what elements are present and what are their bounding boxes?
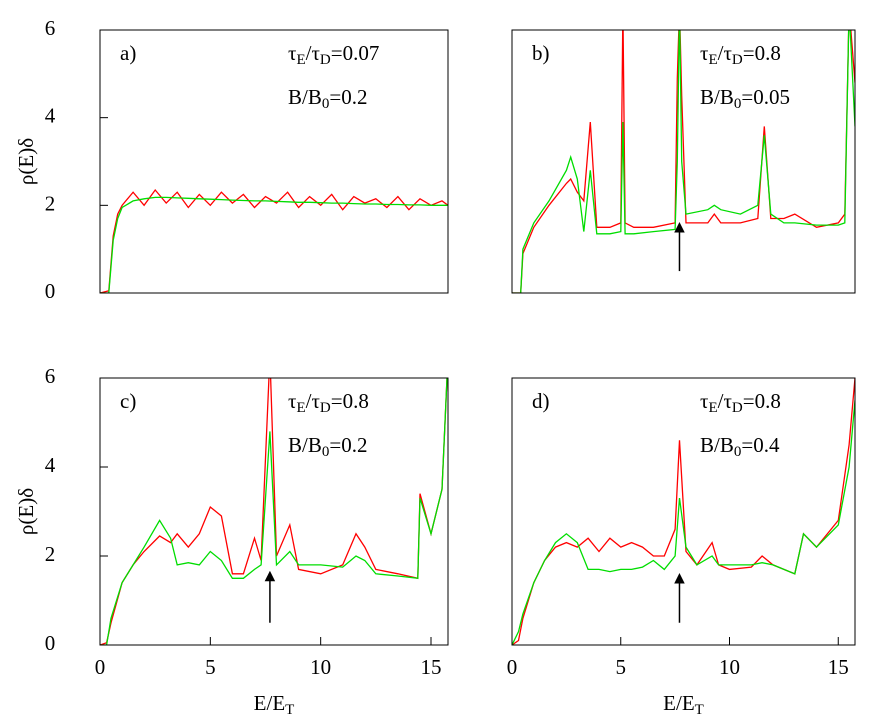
data-line xyxy=(100,188,448,293)
x-tick-label: 0 xyxy=(507,655,518,679)
plot-area xyxy=(512,378,855,645)
plot-area xyxy=(100,378,448,645)
annotation: τE/τD=0.8 xyxy=(700,41,781,69)
panel-label: b) xyxy=(532,41,550,65)
data-line xyxy=(512,30,855,293)
y-tick-label: 4 xyxy=(45,103,56,127)
annotation: B/B0=0.2 xyxy=(288,433,367,461)
x-tick-label: 15 xyxy=(421,655,442,679)
x-axis-label: E/ET xyxy=(254,691,295,719)
annotation: τE/τD=0.8 xyxy=(288,389,369,417)
y-axis-label: ρ(E)δ xyxy=(14,488,38,535)
plot-frame xyxy=(511,377,856,646)
annotation: B/B0=0.05 xyxy=(700,85,790,113)
plot-area xyxy=(100,188,448,293)
data-line xyxy=(100,378,448,645)
y-tick-label: 0 xyxy=(45,631,56,655)
panel-label: a) xyxy=(120,41,136,65)
panel-label: c) xyxy=(120,389,136,413)
plot-frame xyxy=(99,29,449,294)
annotation: τE/τD=0.07 xyxy=(288,41,379,69)
y-tick-label: 4 xyxy=(45,453,56,477)
y-tick-label: 2 xyxy=(45,542,56,566)
y-tick-label: 0 xyxy=(45,279,56,303)
annotation: τE/τD=0.8 xyxy=(700,389,781,417)
plot-frame xyxy=(511,29,856,294)
x-axis-label: E/ET xyxy=(663,691,704,719)
y-tick-label: 6 xyxy=(45,364,56,388)
x-tick-label: 15 xyxy=(828,655,849,679)
plot-area xyxy=(512,30,855,293)
x-tick-label: 10 xyxy=(310,655,331,679)
x-tick-label: 5 xyxy=(205,655,216,679)
plot-frame xyxy=(99,377,449,646)
data-line xyxy=(512,378,855,645)
y-tick-label: 2 xyxy=(45,191,56,215)
data-line xyxy=(512,30,855,293)
y-axis-label: ρ(E)δ xyxy=(14,138,38,185)
annotation: B/B0=0.4 xyxy=(700,433,780,461)
panel-label: d) xyxy=(532,389,550,413)
x-tick-label: 10 xyxy=(719,655,740,679)
data-line xyxy=(512,400,855,645)
x-tick-label: 0 xyxy=(95,655,106,679)
data-line xyxy=(100,196,448,293)
data-line xyxy=(100,378,448,645)
y-tick-label: 6 xyxy=(45,16,56,40)
annotation: B/B0=0.2 xyxy=(288,85,367,113)
x-tick-label: 5 xyxy=(616,655,627,679)
